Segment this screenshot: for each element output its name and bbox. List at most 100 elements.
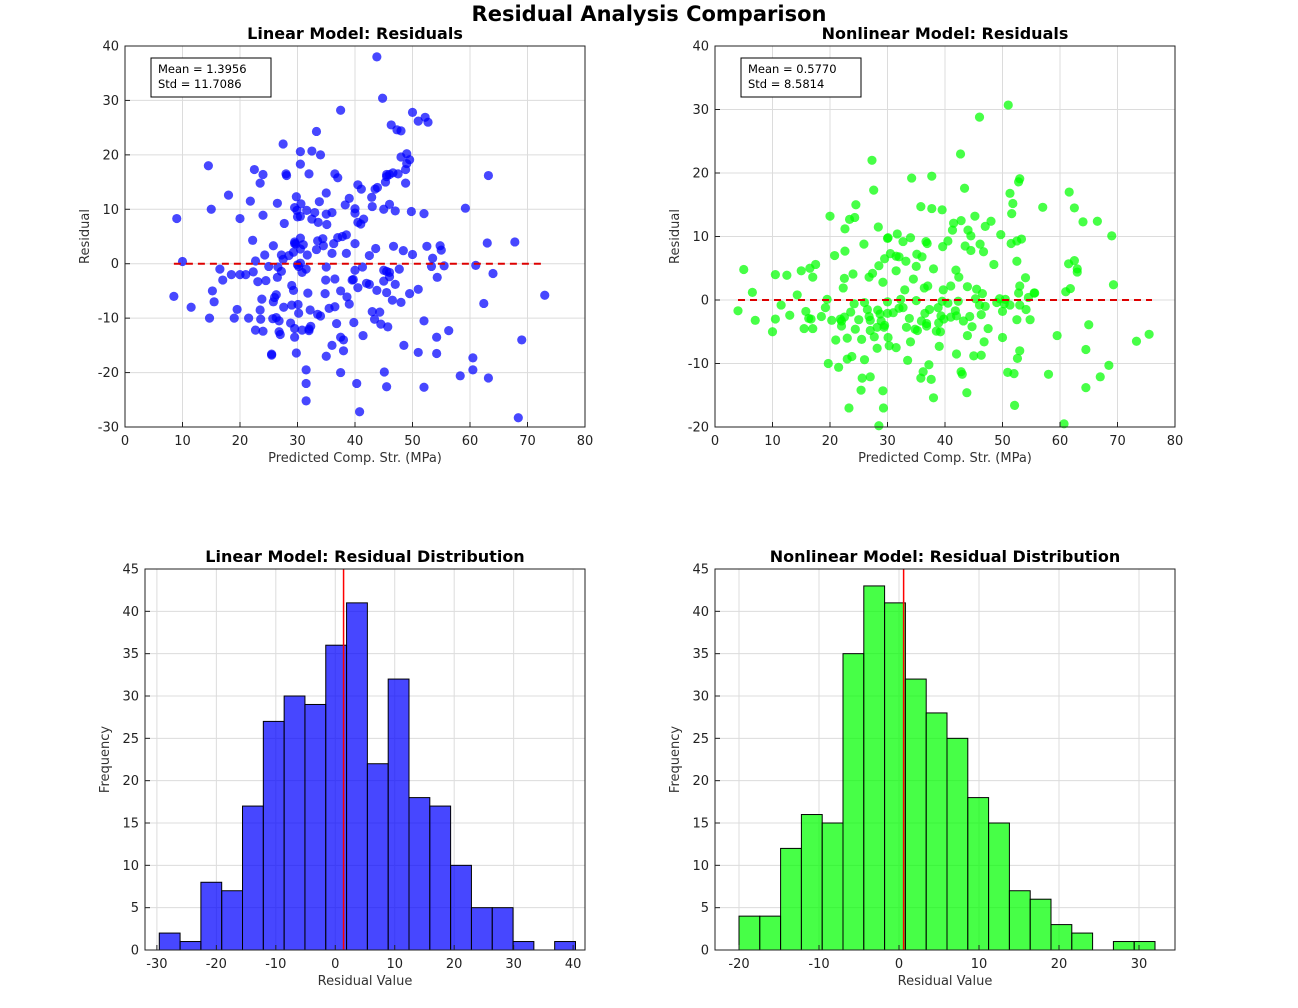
- histogram-bar: [491, 907, 514, 951]
- data-point: [307, 146, 317, 156]
- data-point: [248, 267, 258, 277]
- x-tick-label: 30: [1131, 957, 1148, 972]
- data-point: [413, 284, 423, 294]
- data-point: [869, 332, 879, 342]
- data-point: [1020, 273, 1031, 283]
- data-point: [436, 245, 446, 255]
- data-point: [390, 206, 400, 216]
- data-point: [372, 52, 382, 62]
- y-tick-label: -20: [688, 421, 709, 436]
- data-point: [311, 126, 322, 137]
- data-point: [352, 378, 362, 389]
- histogram-bar: [429, 805, 452, 951]
- data-point: [857, 334, 867, 344]
- data-point: [245, 196, 255, 206]
- y-axis-label: Frequency: [98, 726, 113, 793]
- histogram-bar: [262, 720, 285, 951]
- histogram-bar: [1008, 890, 1031, 951]
- data-point: [1005, 188, 1015, 198]
- data-point: [229, 313, 239, 323]
- data-point: [808, 272, 818, 282]
- data-point: [313, 217, 323, 227]
- y-tick-label: 10: [122, 859, 139, 874]
- data-point: [922, 238, 932, 249]
- data-point: [953, 296, 963, 306]
- data-point: [439, 261, 449, 271]
- data-point: [970, 211, 980, 221]
- data-point: [830, 250, 840, 261]
- data-point: [854, 315, 864, 325]
- data-point: [898, 303, 908, 313]
- histogram-bar: [200, 881, 223, 951]
- histogram-bar: [967, 797, 990, 951]
- data-point: [806, 314, 816, 324]
- data-point: [916, 202, 926, 212]
- x-tick-label: 20: [822, 434, 839, 449]
- data-point: [232, 304, 242, 315]
- data-point: [297, 325, 307, 335]
- data-point: [513, 413, 523, 423]
- data-point: [253, 277, 263, 287]
- x-tick-label: 80: [1167, 434, 1184, 449]
- data-point: [279, 302, 289, 312]
- data-point: [776, 300, 786, 310]
- x-tick-label: 20: [232, 434, 249, 449]
- y-tick-label: 20: [122, 774, 139, 789]
- data-point: [353, 283, 363, 293]
- data-point: [336, 286, 346, 296]
- histogram-bar: [842, 653, 865, 951]
- histogram-bar: [387, 678, 410, 951]
- data-point: [281, 170, 292, 181]
- data-point: [364, 279, 374, 289]
- data-point: [303, 288, 313, 298]
- data-point: [1021, 304, 1031, 315]
- data-point: [976, 350, 986, 360]
- data-point: [218, 275, 228, 285]
- y-tick-label: 35: [122, 647, 139, 662]
- data-point: [1059, 419, 1069, 429]
- data-point: [785, 310, 795, 320]
- histogram-bar: [346, 602, 368, 951]
- data-point: [1005, 300, 1015, 310]
- data-point: [782, 270, 792, 280]
- data-point: [235, 213, 245, 224]
- data-point: [1008, 198, 1018, 209]
- data-point: [820, 303, 831, 313]
- data-point: [369, 314, 380, 324]
- y-tick-label: 40: [102, 40, 119, 55]
- data-point: [302, 250, 312, 260]
- data-point: [927, 203, 937, 214]
- histogram-bar: [304, 703, 327, 951]
- data-point: [1069, 256, 1079, 266]
- data-point: [261, 275, 271, 286]
- y-tick-label: 45: [692, 563, 709, 578]
- data-point: [1012, 315, 1022, 325]
- y-tick-label: 35: [692, 647, 709, 662]
- axes-frame: [144, 568, 586, 951]
- data-point: [1095, 372, 1105, 382]
- nonlinear-histogram-panel: -20 -10 0 10 20 30 0 5 10 15 20 25 30 35 40 45 Nonlinear…: [668, 547, 1176, 989]
- data-point: [318, 241, 328, 251]
- y-tick-label: -20: [98, 366, 119, 381]
- data-point: [278, 139, 288, 149]
- histogram-bar: [366, 763, 389, 951]
- data-point: [413, 347, 423, 358]
- data-point: [311, 244, 322, 255]
- y-tick-label: 20: [692, 167, 709, 182]
- data-point: [394, 264, 404, 274]
- data-point: [274, 316, 284, 326]
- data-point: [935, 327, 946, 337]
- data-point: [398, 246, 408, 256]
- linear-histogram-panel: -30 -20 -10 0 10 20 30 40 0 5 10 15 20 25 30 35 40 45 Line…: [98, 547, 586, 989]
- data-point: [862, 304, 872, 315]
- axes-frame: [714, 568, 1176, 951]
- y-tick-label: 40: [692, 605, 709, 620]
- data-point: [1015, 346, 1025, 356]
- data-point: [1081, 383, 1091, 393]
- x-tick-label: 20: [1051, 957, 1068, 972]
- data-point: [344, 193, 354, 203]
- data-point: [980, 301, 990, 311]
- data-point: [827, 315, 837, 325]
- histogram-bar: [1112, 941, 1135, 951]
- data-point: [327, 340, 337, 350]
